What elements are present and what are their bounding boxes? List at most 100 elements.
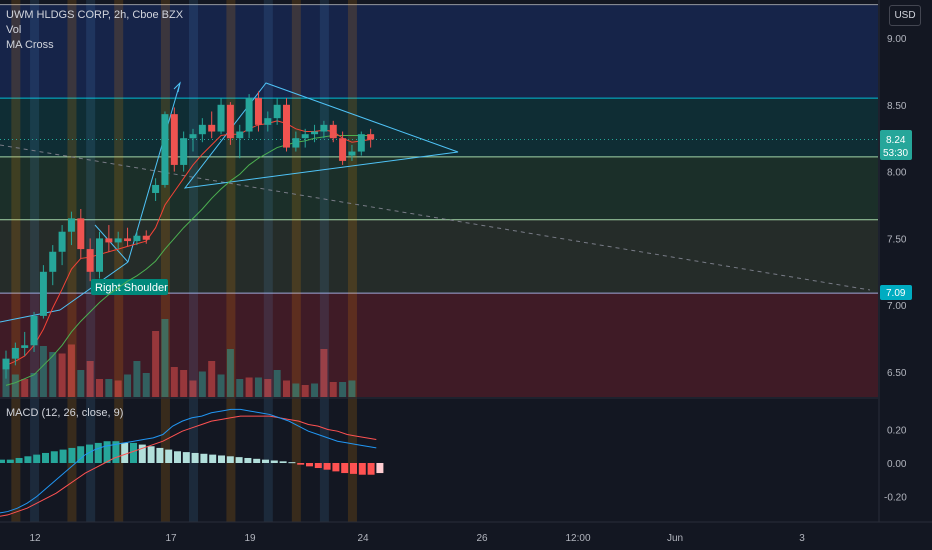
- level-price-badge-bg: [880, 285, 912, 300]
- macd-tick-label: -0.20: [884, 493, 907, 504]
- macd-histogram-bar: [59, 449, 67, 463]
- session-band: [347, 0, 357, 522]
- macd-histogram-bar: [121, 442, 129, 463]
- candle-body: [367, 134, 375, 140]
- macd-histogram-bar: [33, 454, 41, 463]
- macd-tick-label: 0.00: [887, 459, 907, 470]
- time-tick-label: 19: [244, 533, 256, 544]
- macd-histogram-bar: [376, 463, 384, 474]
- macd-histogram-bar: [24, 456, 32, 463]
- macd-histogram-bar: [191, 452, 199, 463]
- candle-body: [236, 131, 244, 139]
- chart-legend: UWM HLDGS CORP, 2h, Cboe BZX Vol MA Cros…: [6, 8, 183, 53]
- macd-histogram-bar: [297, 463, 305, 465]
- volume-bar: [105, 379, 113, 397]
- session-band: [319, 0, 329, 522]
- macd-pane[interactable]: [0, 397, 878, 517]
- macd-histogram-bar: [182, 452, 190, 463]
- macd-histogram-bar: [323, 463, 331, 470]
- volume-bar: [142, 373, 150, 397]
- candle-body: [161, 114, 169, 185]
- annotation-box: [91, 279, 168, 295]
- trend-line: [94, 224, 129, 263]
- candle-body: [152, 184, 160, 193]
- macd-histogram-bar: [42, 452, 49, 463]
- macd-histogram-bar: [209, 454, 217, 463]
- time-tick-label: 24: [357, 533, 369, 544]
- macd-histogram-bar: [367, 463, 375, 475]
- price-tick-label: 7.00: [887, 301, 907, 312]
- candle-body: [96, 238, 103, 272]
- current-price-badge: 8.24 53:30: [880, 130, 912, 160]
- macd-legend[interactable]: MACD (12, 26, close, 9): [6, 407, 124, 419]
- volume-bar: [339, 382, 347, 397]
- volume-bar: [170, 367, 178, 397]
- candle-body: [273, 104, 281, 119]
- candle-body: [49, 251, 57, 272]
- volume-bar: [348, 380, 356, 397]
- volume-bar: [39, 346, 47, 397]
- volume-bar: [311, 383, 319, 397]
- price-zones: [0, 4, 878, 397]
- candle-body: [339, 138, 347, 161]
- volume-bar: [58, 353, 66, 397]
- macd-histogram-bar: [174, 451, 181, 463]
- candle-body: [329, 124, 337, 139]
- macd-histogram-bar: [156, 447, 164, 463]
- candles[interactable]: [2, 91, 375, 379]
- macd-histogram-bar: [253, 458, 261, 463]
- macd-histogram-bar: [15, 457, 23, 463]
- session-band: [226, 0, 236, 522]
- ma-fast-line: [5, 120, 371, 366]
- currency-button[interactable]: USD: [889, 5, 921, 26]
- volume-bar: [329, 382, 337, 397]
- ma-cross-label[interactable]: MA Cross: [6, 39, 54, 51]
- macd-histogram-bar: [103, 441, 111, 463]
- session-band: [291, 0, 301, 522]
- macd-histogram-bar: [6, 459, 14, 463]
- symbol-title[interactable]: UWM HLDGS CORP, 2h, Cboe BZX: [6, 9, 184, 21]
- macd-histogram-bar: [270, 460, 278, 463]
- volume-bar: [208, 361, 216, 397]
- volume-bar: [254, 377, 262, 397]
- session-band: [67, 0, 77, 522]
- volume-bar: [217, 374, 225, 397]
- macd-histogram-bar: [358, 463, 366, 475]
- candle-body: [124, 238, 132, 242]
- macd-histogram-bar: [200, 453, 208, 463]
- macd-signal-line: [0, 415, 377, 517]
- macd-histogram-bar: [279, 461, 287, 463]
- vol-indicator-label[interactable]: Vol: [6, 24, 22, 36]
- candle-body: [21, 345, 29, 348]
- candle-body: [264, 118, 272, 125]
- session-band: [30, 0, 40, 522]
- macd-histogram-bar: [314, 463, 322, 469]
- time-tick-label: 12:00: [565, 533, 590, 544]
- candle-body: [208, 124, 216, 132]
- time-tick-label: 3: [799, 533, 805, 544]
- current-price-value: 8.24: [886, 135, 906, 146]
- candle-body: [357, 134, 365, 152]
- volume-bar: [11, 374, 19, 397]
- macd-histogram-bar: [112, 441, 120, 463]
- price-zone: [0, 293, 878, 397]
- time-tick-label: 12: [29, 533, 41, 544]
- annotation-right-shoulder: Right Shoulder: [91, 279, 168, 295]
- countdown-timer: 53:30: [883, 148, 908, 159]
- candle-body: [245, 98, 253, 132]
- ma-lines: [5, 120, 371, 386]
- macd-histogram-bar: [94, 442, 102, 463]
- time-tick-label: 26: [476, 533, 488, 544]
- macd-histogram-bar: [350, 463, 357, 474]
- candle-body: [58, 231, 66, 252]
- price-zone: [0, 4, 878, 99]
- price-tick-label: 9.00: [887, 34, 907, 45]
- level-price-value: 7.09: [886, 288, 906, 299]
- macd-histogram-bar: [332, 463, 340, 472]
- volume-bar: [320, 349, 328, 397]
- candle-body: [142, 235, 150, 240]
- price-tick-label: 6.50: [887, 368, 907, 379]
- ma-slow-line: [5, 135, 371, 386]
